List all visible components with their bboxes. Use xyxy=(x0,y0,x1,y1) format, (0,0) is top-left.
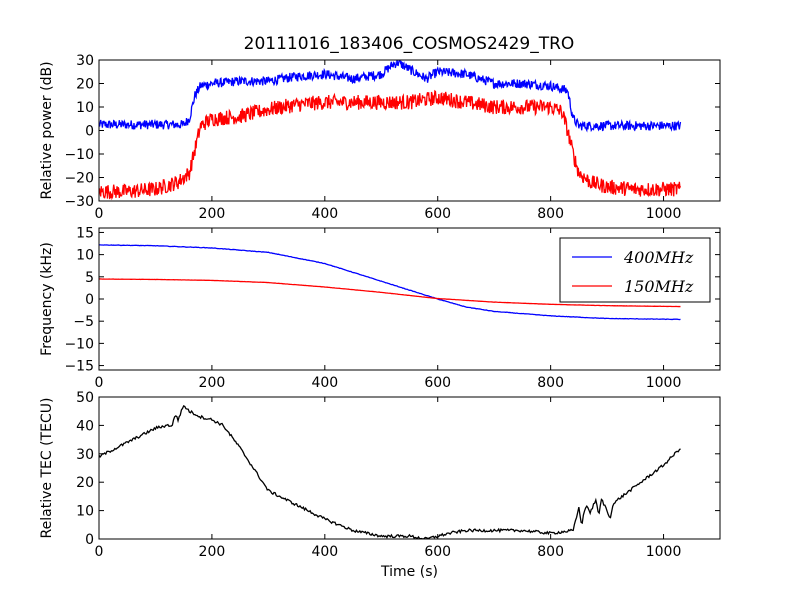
series-line-2 xyxy=(99,89,682,201)
x-tick-label: 200 xyxy=(199,206,226,222)
y-tick-label: −10 xyxy=(64,147,94,163)
panel-3: 0 200 400 600 800 1000 0 10 20 30 40 50 Relative TEC… xyxy=(39,390,721,580)
y-tick-label: −30 xyxy=(64,194,94,210)
x-tick-label: 0 xyxy=(95,206,104,222)
x-tick-label: 0 xyxy=(95,544,104,560)
legend: 400MHz 150MHz xyxy=(559,237,711,303)
x-tick-label: 1000 xyxy=(646,544,682,560)
x-tick-label: 600 xyxy=(424,544,451,560)
y-tick-label: 10 xyxy=(76,504,94,520)
y-tick-label: 10 xyxy=(76,248,94,264)
x-tick-label: 200 xyxy=(199,544,226,560)
series-line-1 xyxy=(99,60,682,133)
x-tick-label: 400 xyxy=(311,375,338,391)
plot-frame xyxy=(98,396,721,540)
y-tick-label: 0 xyxy=(85,292,94,308)
x-tick-label: 600 xyxy=(424,206,451,222)
x-tick-label: 0 xyxy=(95,375,104,391)
y-tick-label: 10 xyxy=(76,100,94,116)
y-tick-label: 5 xyxy=(85,270,94,286)
y-tick-label: 30 xyxy=(76,53,94,69)
y-axis-label: Relative power (dB) xyxy=(39,61,55,199)
series-line-2 xyxy=(99,278,681,308)
series-line-1 xyxy=(99,405,681,539)
x-tick-label: 600 xyxy=(424,375,451,391)
x-tick-label: 400 xyxy=(311,544,338,560)
y-tick-label: 40 xyxy=(76,418,94,434)
y-tick-label: −15 xyxy=(64,359,94,375)
y-tick-label: −5 xyxy=(73,314,94,330)
y-axis-label: Relative TEC (TECU) xyxy=(39,398,55,539)
y-tick-label: 20 xyxy=(76,77,94,93)
y-axis-label: Frequency (kHz) xyxy=(39,242,55,356)
x-tick-label: 1000 xyxy=(646,375,682,391)
y-tick-label: −10 xyxy=(64,336,94,352)
legend-label: 150MHz xyxy=(624,277,694,296)
x-tick-label: 800 xyxy=(537,375,564,391)
panel-1: 0 200 400 600 800 1000 −30 −20 −10 0 10 20 30 Relativ… xyxy=(39,53,721,222)
series-line-1 xyxy=(99,244,681,321)
y-tick-label: −20 xyxy=(64,171,94,187)
x-axis-label: Time (s) xyxy=(380,564,438,580)
y-tick-label: 50 xyxy=(76,390,94,406)
legend-box xyxy=(559,237,711,303)
panel-2: 0 200 400 600 800 1000 −15 −10 −5 0 5 10 15 Frequency… xyxy=(39,225,721,391)
x-tick-label: 800 xyxy=(537,206,564,222)
x-tick-label: 800 xyxy=(537,544,564,560)
x-tick-label: 200 xyxy=(199,375,226,391)
y-tick-label: 20 xyxy=(76,475,94,491)
y-tick-label: 15 xyxy=(76,225,94,241)
y-tick-label: 30 xyxy=(76,447,94,463)
x-tick-label: 400 xyxy=(311,206,338,222)
y-tick-label: 0 xyxy=(85,532,94,548)
y-tick-label: 0 xyxy=(85,124,94,140)
legend-label: 400MHz xyxy=(623,248,694,267)
figure-title: 20111016_183406_COSMOS2429_TRO xyxy=(244,34,575,54)
x-tick-label: 1000 xyxy=(646,206,682,222)
